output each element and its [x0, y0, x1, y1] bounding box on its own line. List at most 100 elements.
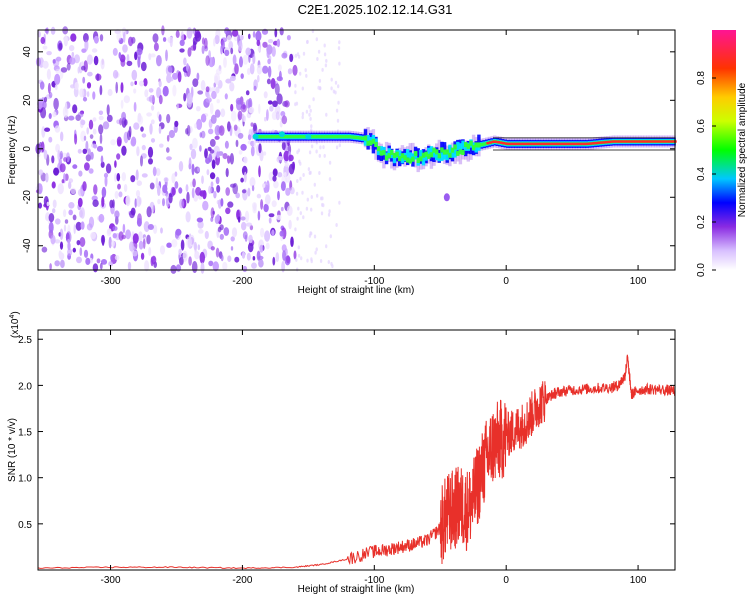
noise-blob	[192, 28, 196, 35]
noise-blob	[201, 45, 205, 55]
noise-blob	[199, 251, 205, 264]
noise-blob	[96, 258, 101, 264]
ridge-core	[591, 142, 595, 145]
noise-blob	[60, 259, 65, 269]
snr-frame	[37, 329, 676, 571]
noise-blob	[44, 127, 51, 132]
noise-blob	[110, 139, 116, 146]
ridge-inner	[416, 157, 420, 163]
noise-blob	[276, 214, 282, 221]
noise-blob	[207, 93, 211, 100]
noise-blob	[136, 180, 142, 186]
ridge-core	[526, 142, 529, 146]
noise-blob	[76, 240, 81, 246]
noise-blob	[295, 191, 299, 196]
noise-blob	[209, 172, 216, 180]
noise-blob	[149, 182, 155, 190]
noise-blob	[211, 90, 217, 100]
ridge-inner	[413, 151, 418, 157]
noise-blob	[274, 83, 280, 96]
noise-blob	[88, 119, 94, 130]
noise-blob	[200, 113, 207, 123]
noise-blob	[253, 137, 256, 149]
noise-blob	[157, 198, 161, 205]
ridge-inner	[471, 145, 476, 151]
ridge-core	[528, 142, 532, 146]
noise-blob	[116, 32, 122, 41]
noise-blob	[250, 146, 255, 157]
noise-blob	[62, 209, 67, 218]
noise-blob	[119, 118, 122, 126]
noise-blob	[183, 92, 187, 102]
noise-blob	[253, 85, 257, 92]
ridge-inner	[379, 150, 383, 156]
noise-blob	[310, 144, 314, 149]
noise-blob	[46, 201, 50, 207]
noise-blob	[267, 58, 271, 65]
noise-blob	[313, 182, 316, 187]
ridge-inner	[334, 135, 339, 139]
noise-blob	[186, 92, 193, 105]
ridge-core	[565, 142, 569, 146]
colorbar-label: Normalized spectral amplitude	[737, 82, 748, 217]
noise-blob	[325, 112, 328, 117]
ridge-core	[573, 142, 577, 146]
ridge-core	[523, 142, 527, 146]
noise-blob	[319, 259, 323, 263]
noise-blob	[281, 244, 287, 252]
noise-blob	[136, 196, 142, 207]
ridge-inner	[361, 136, 365, 140]
noise-blob	[114, 160, 117, 168]
ridge-inner	[387, 153, 391, 159]
noise-blob	[300, 256, 303, 261]
noise-blob	[175, 264, 182, 272]
noise-blob	[237, 110, 243, 121]
noise-blob	[237, 132, 244, 139]
ridge-inner	[358, 136, 362, 140]
noise-blob	[307, 167, 311, 172]
noise-blob	[142, 238, 146, 250]
noise-blob	[179, 39, 185, 46]
noise-blob	[229, 153, 234, 165]
ridge-inner	[461, 149, 465, 155]
ridge-core	[663, 140, 667, 143]
x-tick-label: 0	[503, 276, 509, 287]
noise-blob	[86, 127, 89, 135]
noise-blob	[151, 105, 155, 111]
snr-x-axis-label: Height of straight line (km)	[298, 584, 415, 595]
ridge-core	[634, 140, 638, 143]
noise-blob	[231, 110, 237, 122]
noise-blob	[240, 73, 244, 79]
noise-blob	[48, 213, 55, 223]
noise-blob	[98, 213, 105, 223]
noise-blob	[272, 175, 277, 182]
ridge-inner	[300, 135, 304, 139]
noise-blob	[96, 145, 104, 152]
noise-blob	[166, 113, 171, 124]
ridge-core	[639, 140, 643, 143]
noise-blob	[194, 123, 197, 129]
noise-blob	[329, 234, 332, 239]
noise-blob	[103, 172, 109, 178]
noise-blob	[210, 207, 215, 219]
noise-blob	[57, 149, 61, 161]
noise-blob	[129, 241, 134, 252]
noise-blob	[84, 162, 90, 171]
noise-blob	[206, 169, 210, 176]
noise-blob	[255, 30, 262, 42]
noise-blob	[90, 232, 96, 240]
noise-blob	[257, 74, 260, 83]
ridge-inner	[276, 135, 281, 139]
noise-blob	[102, 121, 110, 130]
y-tick-label: 0.5	[18, 520, 32, 531]
ridge-core	[584, 142, 587, 146]
noise-blob	[287, 68, 293, 75]
ridge-inner	[289, 135, 294, 139]
ridge-inner	[477, 142, 481, 148]
x-tick-label: 0	[503, 575, 509, 586]
ridge-inner	[347, 135, 352, 139]
noise-blob	[268, 39, 274, 44]
noise-blob	[294, 227, 297, 232]
noise-blob	[170, 264, 177, 274]
noise-blob	[88, 168, 94, 174]
